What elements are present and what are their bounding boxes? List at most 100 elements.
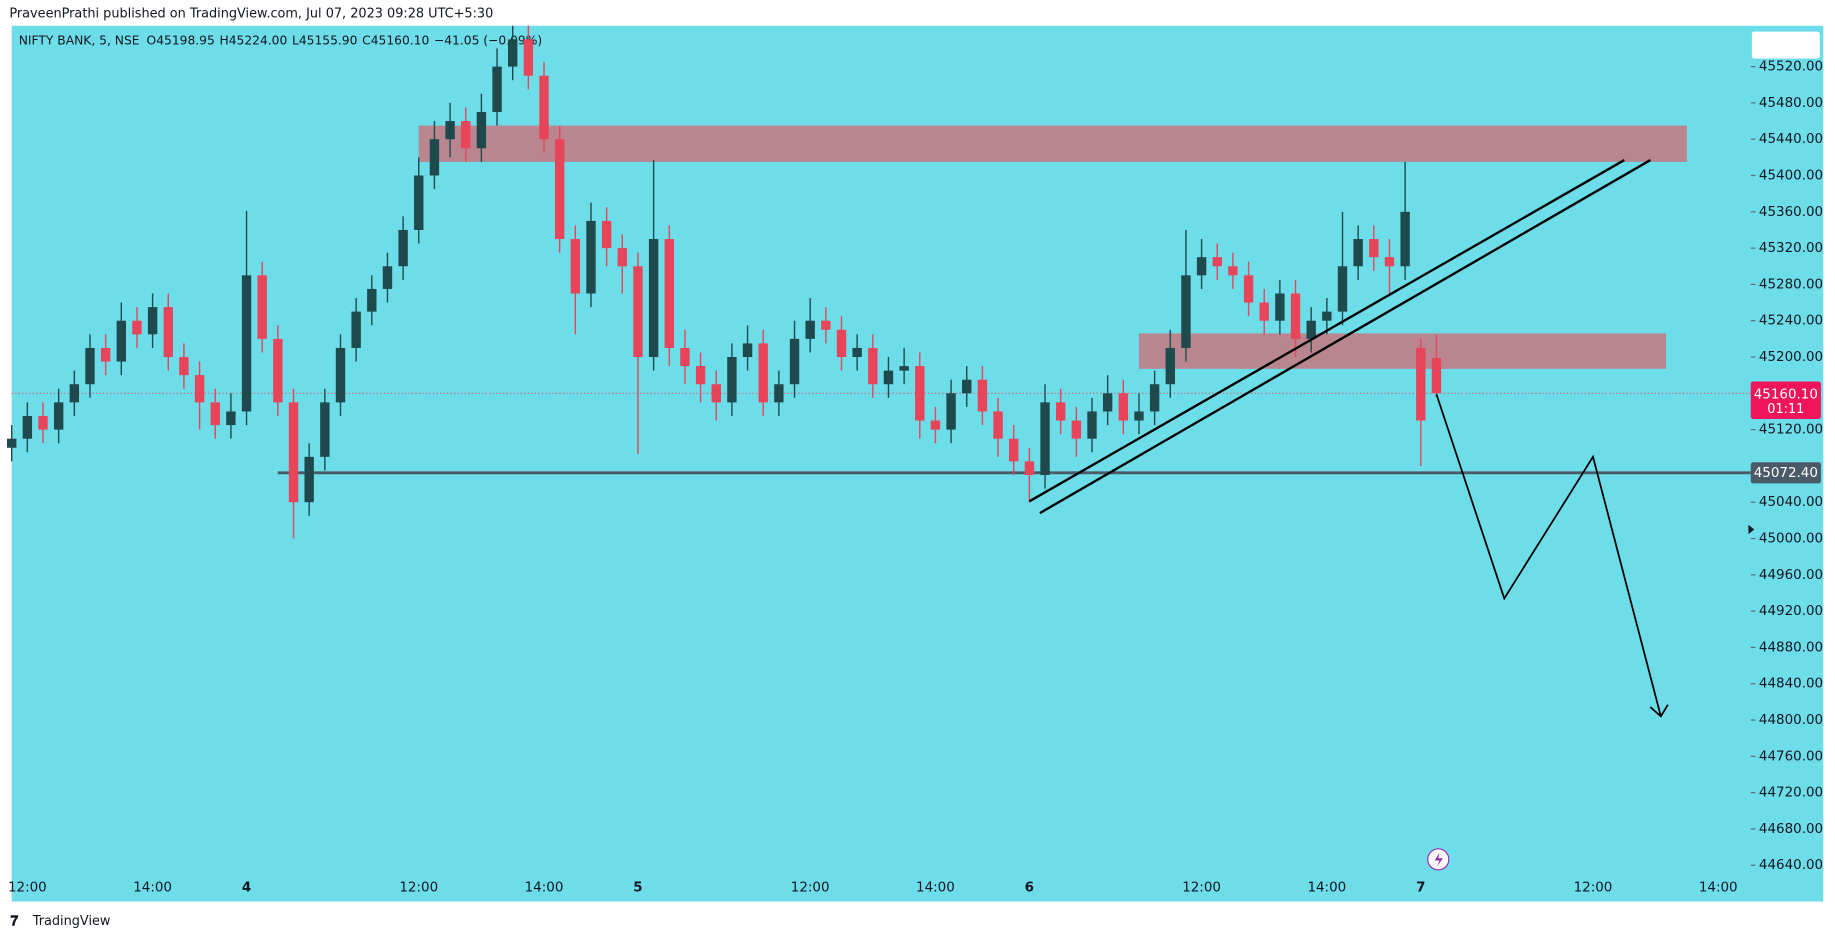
candle-body xyxy=(1024,461,1035,475)
last-price-label: 45160.10 xyxy=(1754,387,1818,402)
candle-body xyxy=(38,416,48,430)
y-tick-label: 44800.00 xyxy=(1759,713,1823,728)
y-tick-label: 44840.00 xyxy=(1759,677,1823,692)
candle-body xyxy=(304,456,314,503)
candle-body xyxy=(852,347,862,358)
y-tick-label: 45000.00 xyxy=(1759,532,1823,547)
candle-body xyxy=(1165,347,1175,385)
y-tick-label: 45200.00 xyxy=(1759,350,1823,365)
y-tick-label: 44880.00 xyxy=(1759,640,1823,655)
trendline xyxy=(1028,159,1625,503)
candle-body xyxy=(789,338,800,385)
candle-body xyxy=(930,420,941,430)
candle-body xyxy=(53,402,64,430)
candle-body xyxy=(868,347,878,385)
candle-body xyxy=(445,121,455,140)
projection-arrowhead xyxy=(1649,704,1669,718)
x-tick-label: 12:00 xyxy=(1182,880,1221,895)
corner-box xyxy=(1751,31,1820,59)
candle-body xyxy=(147,307,158,335)
candle-body xyxy=(476,111,487,149)
candle-body xyxy=(194,375,205,403)
candle-body xyxy=(22,416,33,439)
zone xyxy=(418,125,1687,162)
candle-body xyxy=(1149,384,1160,412)
candle-body xyxy=(85,347,95,385)
candle-body xyxy=(1134,411,1144,421)
candle-body xyxy=(257,275,267,339)
candle-body xyxy=(601,220,612,249)
y-tick-label: 44760.00 xyxy=(1759,749,1823,764)
x-tick-label: 6 xyxy=(1025,880,1034,895)
y-tick-label: 45440.00 xyxy=(1759,132,1823,147)
candle-body xyxy=(962,379,972,394)
trendline xyxy=(1039,159,1651,515)
x-tick-label: 12:00 xyxy=(1574,880,1613,895)
x-tick-label: 12:00 xyxy=(399,880,438,895)
y-tick-label: 44720.00 xyxy=(1759,786,1823,801)
candle-body xyxy=(680,347,690,367)
candle-body xyxy=(570,239,581,294)
candle-body xyxy=(382,266,393,289)
candle-body xyxy=(915,366,925,421)
countdown-label: 01:11 xyxy=(1767,402,1804,417)
candle-body xyxy=(273,338,283,403)
candle-body xyxy=(977,379,988,412)
candle-body xyxy=(492,66,502,112)
candle-body xyxy=(163,307,173,358)
legend-symbol: NIFTY BANK, 5, NSE xyxy=(19,33,140,47)
candle-body xyxy=(711,384,721,403)
candle-body xyxy=(288,402,299,503)
y-tick-label: 45280.00 xyxy=(1759,277,1823,292)
candle-body xyxy=(132,320,142,335)
y-tick-label: 44680.00 xyxy=(1759,822,1823,837)
candle-body xyxy=(100,347,111,362)
candle-body xyxy=(617,248,628,267)
candle-body xyxy=(7,438,17,448)
last-price-badge xyxy=(1750,381,1821,419)
candle-body xyxy=(1009,438,1019,462)
x-tick-label: 12:00 xyxy=(8,880,47,895)
event-icon-bolt xyxy=(1434,852,1443,867)
candle-body xyxy=(1087,411,1097,439)
x-tick-label: 14:00 xyxy=(133,880,172,895)
x-tick-label: 14:00 xyxy=(916,880,955,895)
candle-body xyxy=(1306,320,1316,339)
candle-body xyxy=(1259,302,1269,321)
candle-body xyxy=(116,320,126,362)
candle-body xyxy=(836,329,847,358)
candle-body xyxy=(695,366,706,385)
candle-body xyxy=(1431,357,1442,394)
candle-body xyxy=(335,347,346,403)
candle-body xyxy=(1055,402,1066,421)
legend-field: C xyxy=(362,33,371,47)
candle-body xyxy=(1118,393,1129,421)
candle-body xyxy=(1400,211,1410,267)
candle-body xyxy=(554,139,565,240)
candle-body xyxy=(883,370,894,385)
candle-body xyxy=(648,239,659,358)
candle-body xyxy=(742,343,753,358)
legend-value: 45198.95 xyxy=(156,33,215,47)
zone xyxy=(1138,333,1667,369)
candle-body xyxy=(241,275,252,412)
candle-body xyxy=(1071,420,1082,439)
candle-body xyxy=(758,343,768,403)
y-tick-label: 44640.00 xyxy=(1759,858,1823,873)
candle-body xyxy=(1275,293,1285,321)
scale-marker xyxy=(1748,524,1755,535)
candle-body xyxy=(1228,266,1238,276)
candle-body xyxy=(586,220,596,294)
x-tick-label: 5 xyxy=(633,880,642,895)
y-tick-label: 44960.00 xyxy=(1759,568,1823,583)
header: PraveenPrathi published on TradingView.c… xyxy=(9,7,493,22)
legend-value: 45160.10 xyxy=(371,33,430,47)
candle-body xyxy=(508,39,518,67)
candle-body xyxy=(1040,402,1050,475)
candle-body xyxy=(461,121,471,149)
legend-field: L xyxy=(292,33,299,47)
candle-body xyxy=(210,402,220,426)
candle-body xyxy=(523,39,534,76)
legend-value: 45224.00 xyxy=(229,33,288,47)
